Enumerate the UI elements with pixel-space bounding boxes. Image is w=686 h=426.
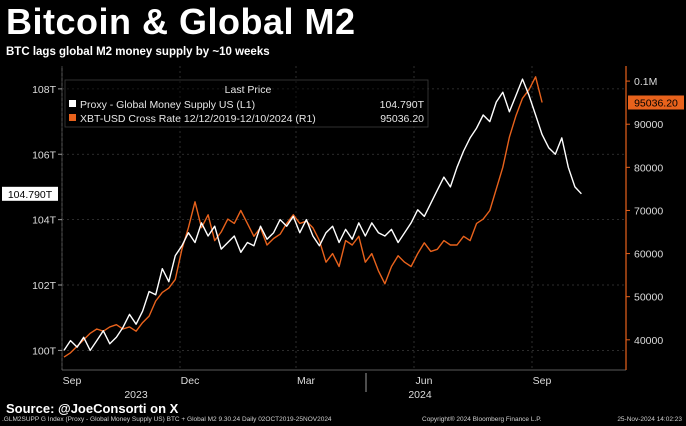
legend: Last Price Proxy - Global Money Supply U… [64, 79, 429, 128]
axes: 100T 102T 104T 106T 108T 40000 50000 60000 70000… [32, 76, 663, 401]
footer-copyright: Copyright® 2024 Bloomberg Finance L.P. [422, 416, 542, 423]
right-tick-label: 0.1M [634, 76, 657, 88]
legend-swatch-btc [69, 114, 76, 121]
x-tick-label: Jun [416, 375, 433, 387]
right-last-value-tag [628, 95, 684, 110]
legend-label-btc: XBT-USD Cross Rate 12/12/2019-12/10/2024… [80, 113, 316, 125]
right-tick-label: 50000 [634, 292, 663, 304]
right-tick-label: 40000 [634, 335, 663, 347]
x-tick-label: Dec [181, 375, 200, 387]
left-tick-label: 108T [32, 84, 57, 96]
left-tick-label: 102T [32, 280, 57, 292]
legend-title: Last Price [225, 84, 272, 96]
legend-value-btc: 95036.20 [380, 113, 424, 125]
legend-value-m2: 104.790T [380, 99, 425, 111]
legend-swatch-m2 [69, 100, 76, 107]
left-tick-label: 100T [32, 345, 57, 357]
right-tick-label: 70000 [634, 205, 663, 217]
x-year-label: 2024 [408, 389, 432, 401]
footer-index-info: .GLM2SUPP G Index (Proxy - Global Money … [2, 416, 332, 423]
chart-title: Bitcoin & Global M2 [6, 1, 356, 42]
legend-label-m2: Proxy - Global Money Supply US (L1) [80, 99, 255, 111]
chart-subtitle: BTC lags global M2 money supply by ~10 w… [6, 46, 270, 58]
left-tick-label: 106T [32, 149, 57, 161]
x-tick-label: Mar [297, 375, 316, 387]
right-last-value-text: 95036.20 [634, 97, 678, 109]
x-tick-label: Sep [533, 375, 552, 387]
left-last-value-tag [2, 186, 58, 201]
footer-timestamp: 25-Nov-2024 14:02:23 [617, 416, 682, 423]
x-year-label: 2023 [124, 389, 148, 401]
last-value-tags: 104.790T 95036.20 [2, 95, 684, 201]
right-tick-label: 90000 [634, 119, 663, 131]
right-tick-label: 60000 [634, 249, 663, 261]
left-last-value-text: 104.790T [8, 189, 53, 201]
global-m2-series-line [63, 78, 582, 352]
left-tick-label: 104T [32, 215, 57, 227]
source-credit: Source: @JoeConsorti on X [6, 401, 179, 416]
right-tick-label: 80000 [634, 162, 663, 174]
btc-price-series-line [63, 76, 543, 358]
x-tick-label: Sep [63, 375, 82, 387]
